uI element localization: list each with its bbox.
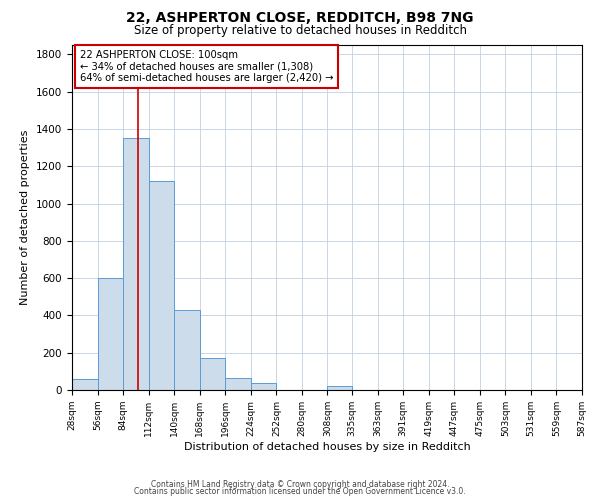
Bar [72, 379, 98, 390]
Bar [225, 378, 251, 390]
Y-axis label: Number of detached properties: Number of detached properties [20, 130, 31, 305]
Text: Contains public sector information licensed under the Open Government Licence v3: Contains public sector information licen… [134, 487, 466, 496]
Bar [123, 138, 149, 390]
Bar [98, 278, 123, 390]
Text: 22, ASHPERTON CLOSE, REDDITCH, B98 7NG: 22, ASHPERTON CLOSE, REDDITCH, B98 7NG [126, 11, 474, 25]
Bar [174, 310, 200, 390]
Text: Size of property relative to detached houses in Redditch: Size of property relative to detached ho… [133, 24, 467, 37]
Bar [200, 358, 225, 390]
Bar [251, 384, 277, 390]
Text: 22 ASHPERTON CLOSE: 100sqm
← 34% of detached houses are smaller (1,308)
64% of s: 22 ASHPERTON CLOSE: 100sqm ← 34% of deta… [80, 50, 333, 84]
X-axis label: Distribution of detached houses by size in Redditch: Distribution of detached houses by size … [184, 442, 470, 452]
Bar [328, 386, 352, 390]
Text: Contains HM Land Registry data © Crown copyright and database right 2024.: Contains HM Land Registry data © Crown c… [151, 480, 449, 489]
Bar [149, 181, 174, 390]
